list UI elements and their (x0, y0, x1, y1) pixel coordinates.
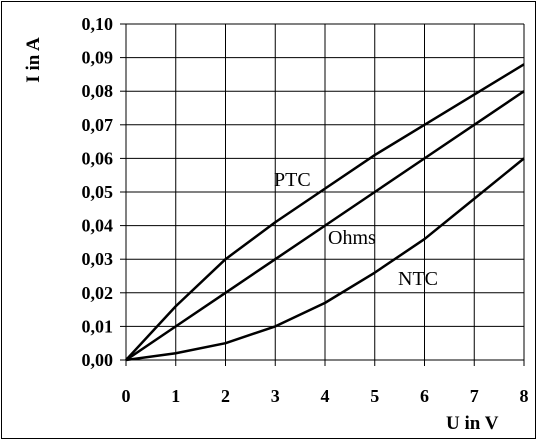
grid (120, 23, 525, 366)
x-tick-label: 3 (271, 386, 280, 406)
x-tick-label: 2 (221, 386, 230, 406)
x-tick-label: 7 (470, 386, 479, 406)
series-line-ntc (125, 157, 525, 362)
series-line-ohms (125, 90, 525, 362)
series-labels: PTC Ohms NTC (274, 169, 438, 290)
x-tick-label: 1 (171, 386, 180, 406)
y-tick-label: 0,04 (82, 216, 114, 236)
series-label-ptc: PTC (274, 169, 311, 191)
y-tick-label: 0,01 (82, 316, 114, 336)
y-tick-label: 0,08 (82, 81, 114, 101)
series-label-ohms: Ohms (328, 227, 376, 249)
x-tick-label: 5 (370, 386, 379, 406)
y-tick-label: 0,07 (82, 115, 114, 135)
y-tick-label: 0,06 (82, 148, 114, 168)
series-label-ntc: NTC (398, 268, 438, 290)
x-tick-label: 6 (420, 386, 429, 406)
y-tick-label: 0,05 (82, 182, 114, 202)
x-axis-label: U in V (446, 413, 499, 434)
y-tick-label: 0,10 (82, 14, 114, 34)
y-tick-label: 0,03 (82, 249, 114, 269)
series-lines (125, 63, 525, 362)
y-tick-label: 0,09 (82, 48, 114, 68)
y-tick-label: 0,00 (82, 350, 114, 370)
x-tick-label: 8 (520, 386, 529, 406)
y-axis-label: I in A (23, 37, 44, 83)
x-tick-label: 0 (122, 386, 131, 406)
tick-labels: 0 1 2 3 4 5 6 7 8 0,00 0,01 0,02 0,03 0,04 0,05 0,06 0,0… (82, 14, 529, 406)
series-line-ptc (125, 63, 525, 361)
x-tick-label: 4 (321, 386, 330, 406)
y-tick-label: 0,02 (82, 283, 114, 303)
